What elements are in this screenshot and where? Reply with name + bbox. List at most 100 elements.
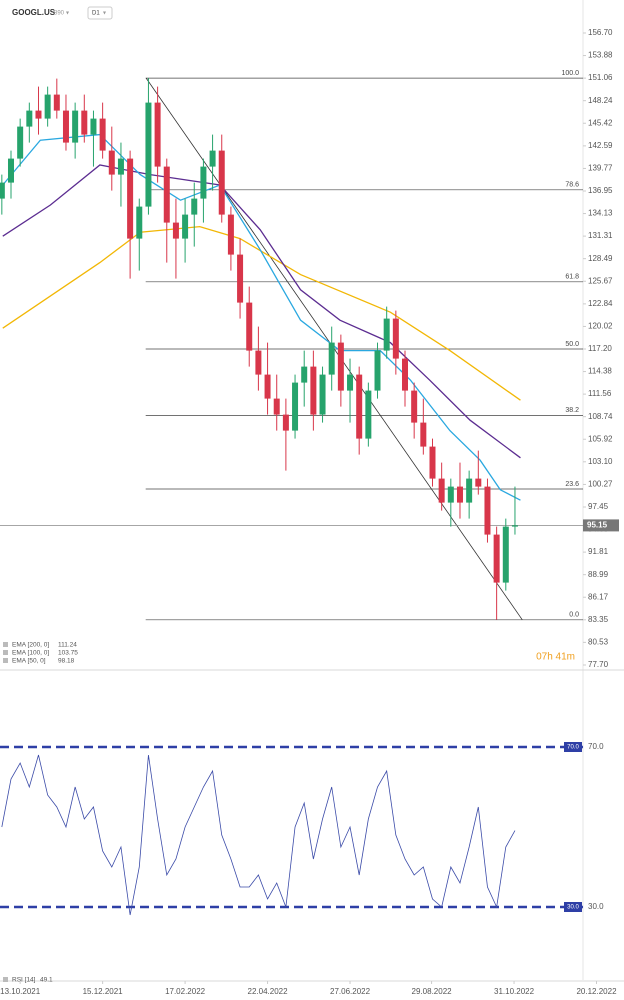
candle-body: [337, 342, 344, 391]
y-tick-label: 83.35: [588, 615, 609, 624]
interval-box[interactable]: [87, 6, 113, 20]
candle-body: [319, 374, 326, 415]
y-tick-label: 91.81: [588, 547, 609, 556]
legend-icon[interactable]: [3, 642, 8, 647]
candle-body: [26, 110, 33, 127]
y-tick-label: 136.95: [588, 186, 613, 195]
candle-body: [237, 254, 244, 303]
candle-body: [475, 478, 482, 487]
candle-body: [90, 118, 97, 135]
fib-label: 61.8: [565, 274, 579, 281]
symbol[interactable]: GOOGL.US: [12, 8, 56, 17]
candle-body: [7, 158, 14, 183]
y-tick-label: 117.20: [588, 344, 612, 353]
y-tick-label: 100.27: [588, 480, 613, 489]
fib-label: 78.6: [565, 182, 579, 189]
x-tick-label: 27.06.2022: [330, 987, 371, 996]
fib-label: 38.2: [565, 407, 579, 414]
rsi-legend-name[interactable]: RSI [14]: [12, 977, 36, 984]
x-tick-label: 22.04.2022: [248, 987, 289, 996]
interval-dropdown[interactable]: ▾: [103, 11, 106, 17]
candle-body: [218, 150, 225, 215]
candle-body: [172, 222, 179, 239]
x-tick-label: 13.10.2021: [0, 987, 41, 996]
candle-body: [273, 398, 280, 415]
legend-value[interactable]: 98.18: [58, 658, 75, 665]
price-panel: 100.0 78.6 61.8 50.0 38.2 23.6 0.0: [0, 70, 583, 621]
ema-line: [2, 164, 521, 459]
legend-value[interactable]: 111.24: [58, 642, 77, 649]
candle-body: [227, 214, 234, 255]
candle-body: [209, 150, 216, 167]
candle-body: [301, 366, 308, 383]
y-tick-label: 114.38: [588, 367, 612, 376]
candle-body: [511, 525, 518, 527]
rsi-line: [1, 754, 516, 916]
y-tick-label: 105.92: [588, 434, 613, 443]
legend-name[interactable]: EMA [50, 0]: [12, 658, 46, 665]
y-tick-label: 80.53: [588, 637, 609, 646]
y-tick-label: 128.49: [588, 254, 613, 263]
x-tick-label: 15.12.2021: [83, 987, 124, 996]
y-tick-label: 111.56: [588, 389, 612, 398]
y-tick-label: 125.67: [588, 276, 613, 285]
interval[interactable]: D1: [92, 11, 100, 17]
legend-icon[interactable]: [3, 650, 8, 655]
symbol-dropdown[interactable]: ▾: [66, 11, 69, 17]
rsi-level-tag: 70.0: [567, 745, 579, 751]
candle-body: [246, 302, 253, 351]
candle-body: [447, 486, 454, 503]
countdown: 07h 41m: [536, 652, 575, 663]
ema-line: [2, 133, 521, 501]
candle-body: [365, 390, 372, 439]
y-tick-label: 97.45: [588, 502, 609, 511]
fib-label: 0.0: [569, 612, 579, 619]
y-tick-label: 131.31: [588, 231, 613, 240]
candle-body: [383, 318, 390, 351]
legend-value[interactable]: 103.75: [58, 650, 78, 657]
candle-body: [420, 422, 427, 447]
candle-body: [0, 182, 5, 199]
candle-body: [200, 166, 207, 199]
candle-body: [411, 390, 418, 423]
candle-body: [17, 126, 24, 159]
rsi-level-tag: 30.0: [567, 905, 579, 911]
x-tick-label: 29.08.2022: [412, 987, 453, 996]
price-label-box: [583, 519, 619, 532]
y-tick-label: 151.06: [588, 73, 613, 82]
candle-body: [264, 374, 271, 399]
rsi-tick-label: 70.0: [588, 742, 604, 751]
candle-body: [136, 206, 143, 239]
x-tick-label: 20.12.2022: [576, 987, 617, 996]
y-tick-label: 153.88: [588, 51, 613, 60]
y-tick-label: 145.42: [588, 118, 613, 127]
legend-name[interactable]: EMA [100, 0]: [12, 650, 49, 657]
legend-name[interactable]: EMA [200, 0]: [12, 642, 49, 649]
candle-body: [53, 94, 60, 111]
candle-body: [35, 110, 42, 119]
candle-body: [81, 110, 88, 135]
candle-body: [484, 486, 491, 535]
y-tick-label: 142.59: [588, 141, 613, 150]
y-tick-label: 139.77: [588, 164, 613, 173]
rsi-legend-icon[interactable]: [3, 977, 8, 982]
candle-body: [99, 118, 106, 151]
symbol-code[interactable]: 890: [54, 11, 65, 17]
candle-body: [154, 102, 161, 167]
candle-body: [72, 110, 79, 143]
rsi-level-box: [564, 742, 582, 752]
x-tick-label: 17.02.2022: [165, 987, 206, 996]
candle-body: [402, 358, 409, 391]
candle-body: [44, 94, 51, 119]
candle-body: [456, 486, 463, 503]
candle-body: [117, 158, 124, 175]
fib-label: 23.6: [565, 481, 579, 488]
rsi-legend-value[interactable]: 49.1: [40, 977, 53, 984]
y-tick-label: 88.99: [588, 570, 609, 579]
y-tick-label: 134.13: [588, 209, 613, 218]
candle-body: [191, 198, 198, 215]
y-tick-label: 120.02: [588, 322, 613, 331]
legend-icon[interactable]: [3, 658, 8, 663]
candle-body: [62, 110, 69, 143]
